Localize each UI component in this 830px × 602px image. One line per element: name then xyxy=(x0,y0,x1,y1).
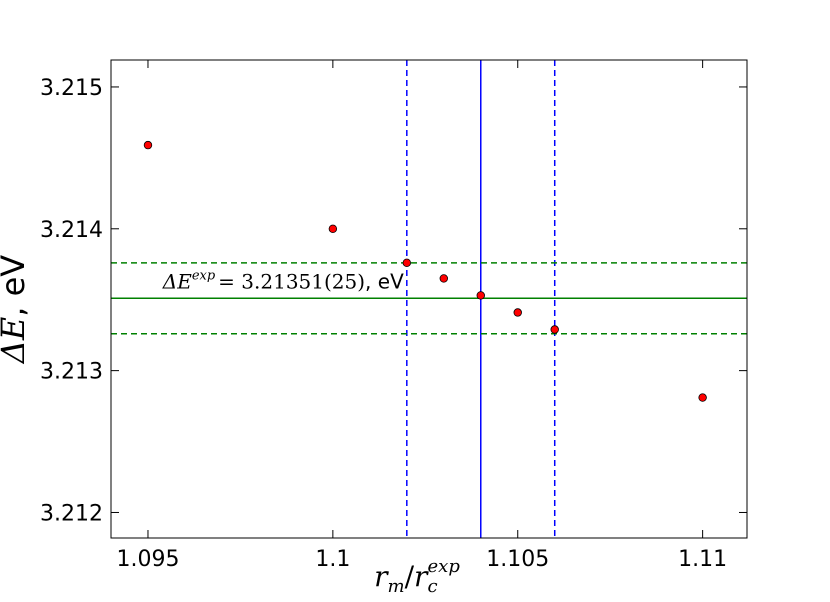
exp-value-annotation: ΔEexp = 3.21351(25), eV xyxy=(162,268,404,293)
data-point xyxy=(143,140,153,150)
x-tick-label: 1.11 xyxy=(678,547,727,572)
y-tick-label: 3.212 xyxy=(40,501,103,526)
data-point xyxy=(550,325,559,334)
x-axis-label: rm/rcexp xyxy=(374,556,460,597)
x-tick-label: 1.105 xyxy=(486,547,549,572)
y-axis-ticks: 3.212 3.213 3.214 3.215 xyxy=(40,76,747,526)
data-point xyxy=(513,308,522,317)
x-tick-label: 1.095 xyxy=(116,547,179,572)
y-tick-label: 3.215 xyxy=(40,76,103,101)
annotation-equation: = 3.21351(25) xyxy=(218,269,365,293)
y-axis-label: ΔE, eV xyxy=(0,255,32,366)
y-tick-label: 3.213 xyxy=(40,360,103,385)
annotation-symbol: ΔE xyxy=(162,269,192,293)
x-tick-label: 1.1 xyxy=(315,547,350,572)
data-point xyxy=(439,274,448,283)
x-axis-ticks: 1.095 1.1 1.105 1.11 xyxy=(116,60,727,572)
annotation-unit: , eV xyxy=(365,269,404,293)
reference-lines xyxy=(111,60,747,538)
data-point xyxy=(476,291,485,300)
plot-frame xyxy=(110,59,748,539)
data-point xyxy=(402,258,412,268)
y-tick-label: 3.214 xyxy=(40,218,103,243)
data-point xyxy=(328,224,338,233)
data-point xyxy=(698,393,707,402)
annotation-superscript: exp xyxy=(192,268,216,283)
data-points xyxy=(143,140,707,402)
